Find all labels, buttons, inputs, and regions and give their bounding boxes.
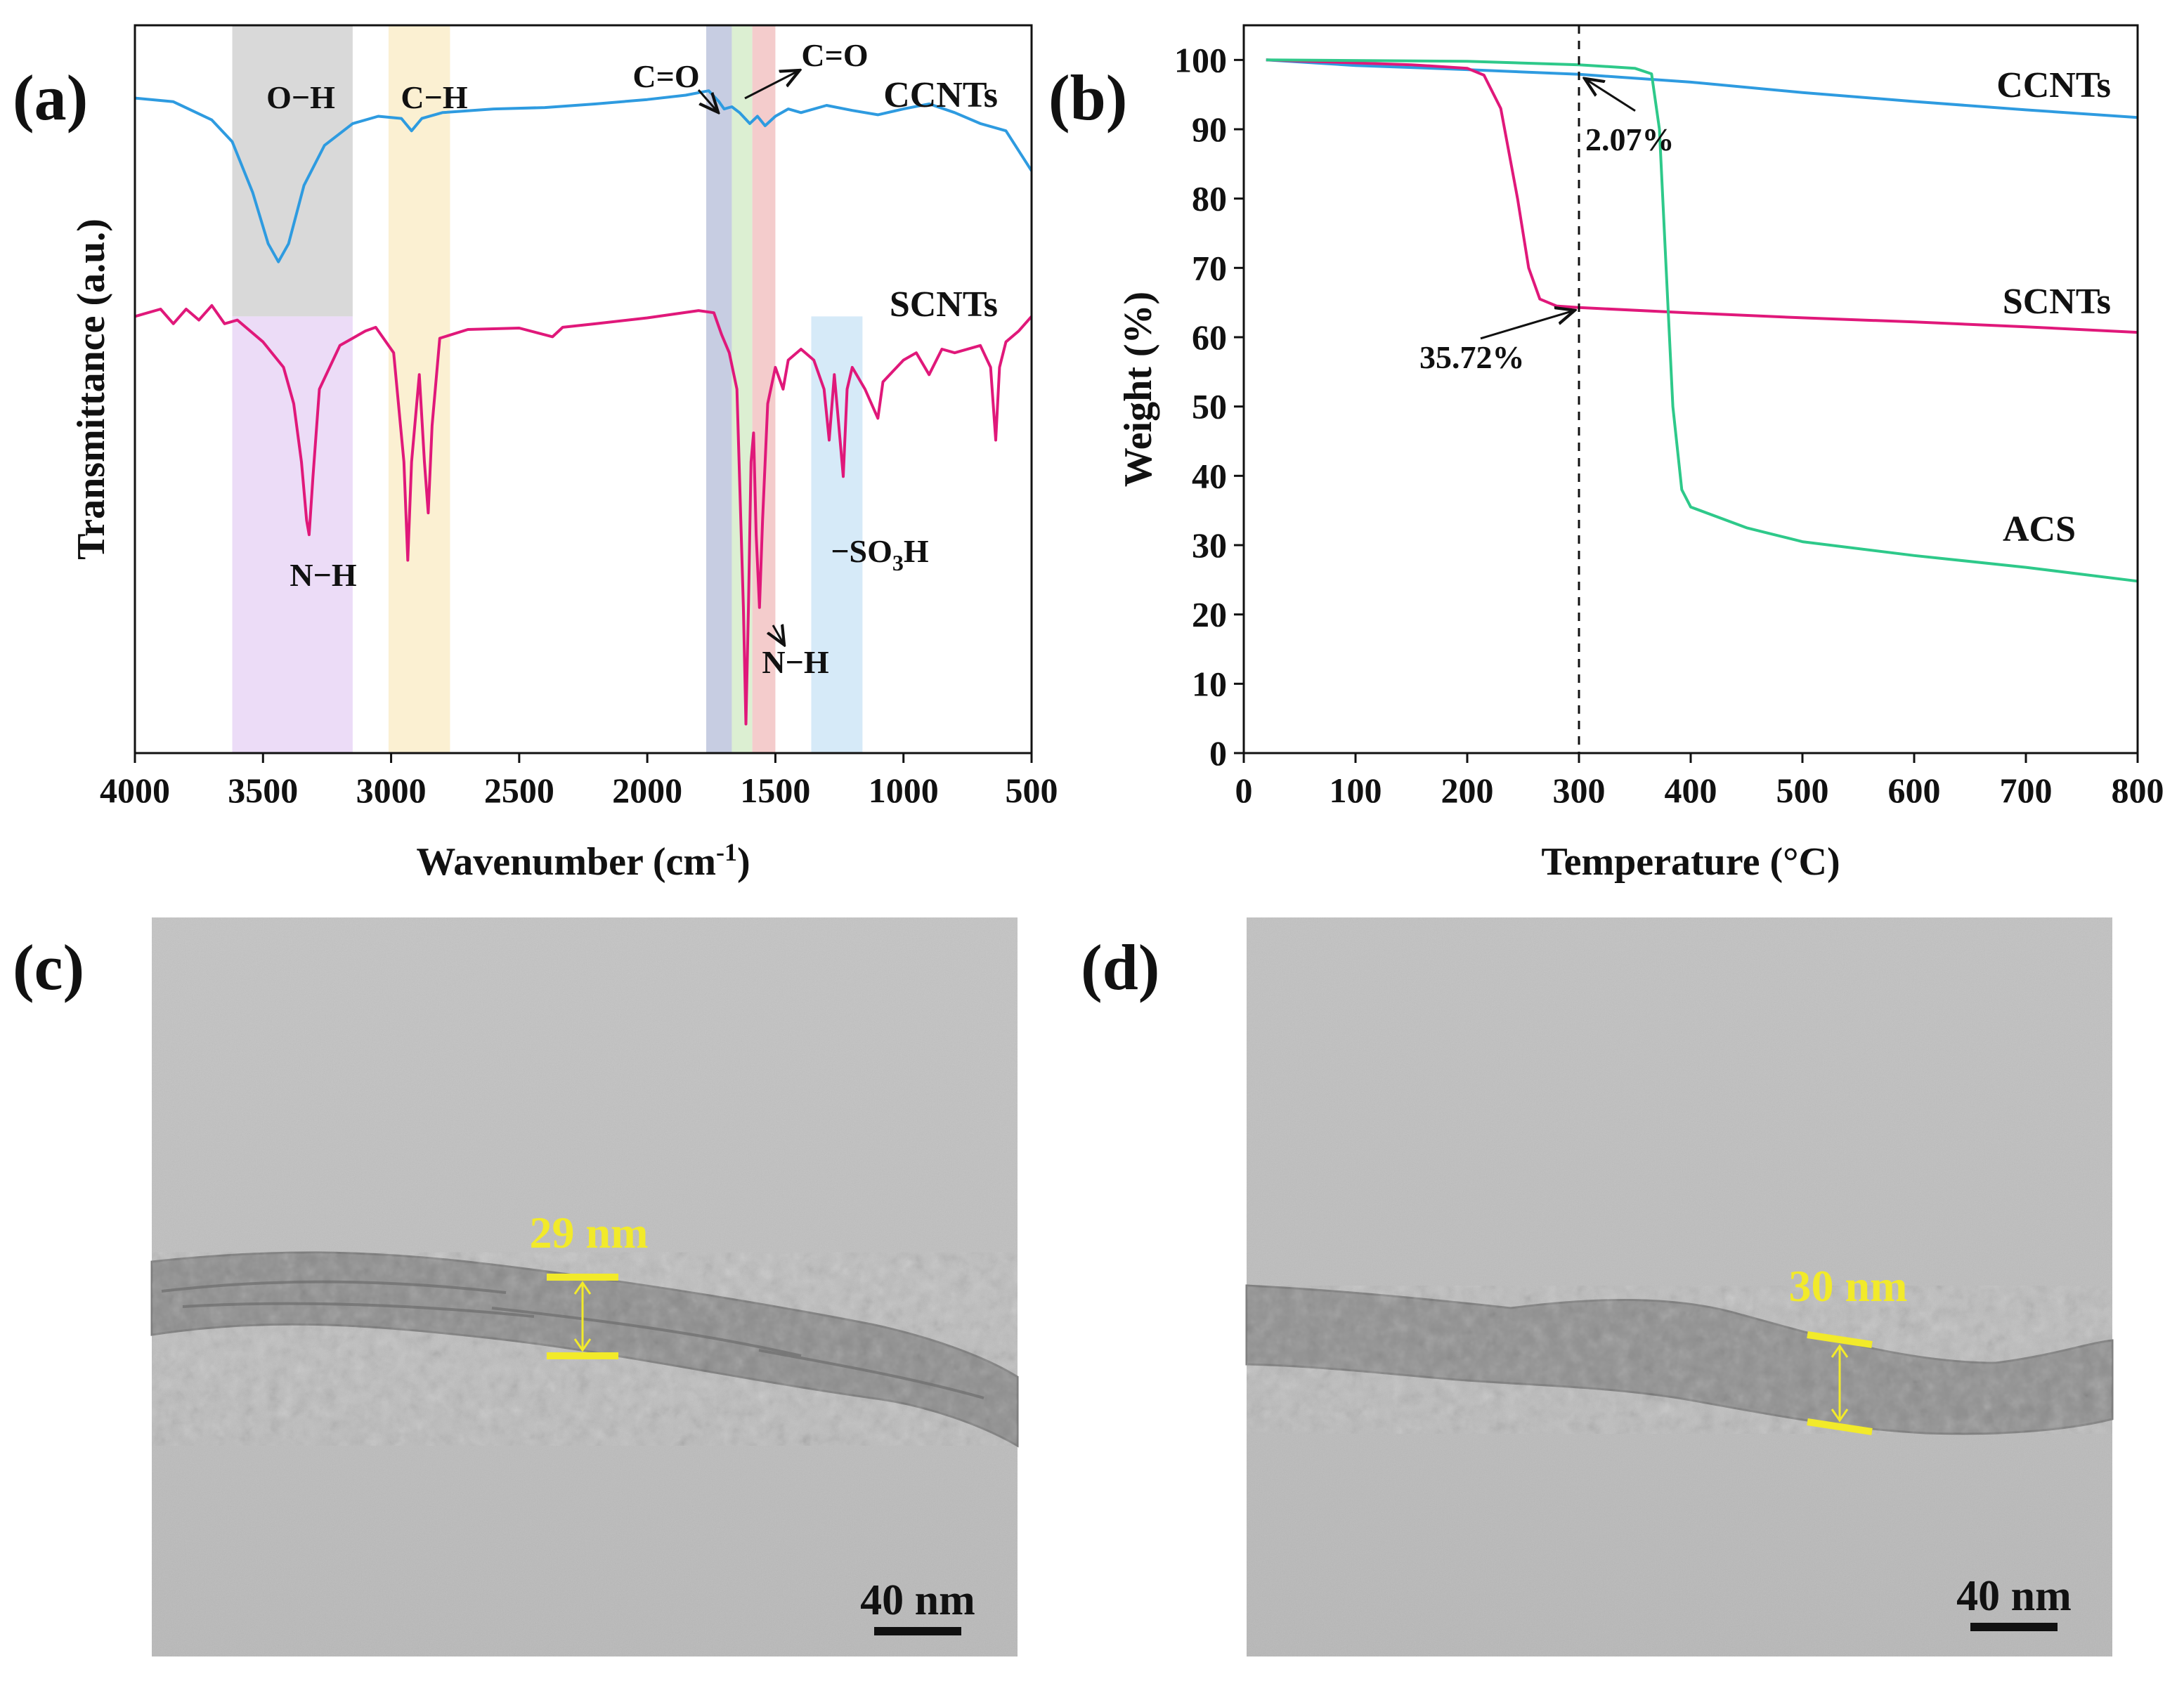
arrow-35-72 (1480, 311, 1575, 340)
series-line-scnts (1266, 58, 2138, 334)
x-tick-label: 300 (1553, 771, 1606, 810)
series-label-scnts-a: SCNTs (890, 285, 998, 325)
band-oh (232, 25, 353, 317)
x-axis-title-a-sup: -1 (716, 838, 737, 866)
measure-c: 29 nm (530, 1208, 649, 1359)
y-tick-label: 60 (1192, 318, 1227, 357)
x-ticks-b: 0 100 200 300 400 500 600 700 800 (1235, 753, 2164, 810)
y-tick-label: 20 (1192, 595, 1227, 634)
series-group (134, 89, 1033, 726)
x-axis-title-b: Temperature (°C) (1541, 840, 1840, 884)
band-co1 (706, 25, 732, 753)
y-tick-label: 70 (1192, 248, 1227, 287)
arrow-2-07 (1585, 79, 1636, 112)
tem-image-d (1245, 917, 2114, 1656)
scale-label-d: 40 nm (1956, 1572, 2072, 1620)
panel-label-d: (d) (1081, 932, 1159, 1003)
series-line-ccnts (1266, 58, 2138, 119)
panel-label-c: (c) (13, 932, 84, 1003)
measure-d: 30 nm (1789, 1261, 1908, 1435)
x-tick-label: 500 (1776, 771, 1829, 810)
y-tick-label: 100 (1174, 40, 1227, 79)
x-tick-label: 200 (1441, 771, 1494, 810)
panel-a: (a) 4000 3500 3000 2500 2000 1500 1000 500 Wave… (13, 24, 1058, 884)
x-tick-label: 2500 (484, 771, 554, 810)
measure-label-c: 29 nm (530, 1208, 649, 1257)
y-tick-label: 0 (1209, 733, 1227, 773)
series-group (1266, 58, 2138, 583)
y-tick-label: 10 (1192, 664, 1227, 703)
series-label-ccnts-b: CCNTs (1996, 65, 2111, 105)
x-tick-label: 400 (1665, 771, 1717, 810)
label-so3h-sub: 3 (892, 550, 904, 575)
x-tick-label: 1000 (869, 771, 939, 810)
arrow-co-left (697, 89, 718, 112)
band-nh (232, 316, 353, 753)
scale-label-c: 40 nm (860, 1576, 975, 1624)
label-ch: C−H (401, 79, 467, 115)
series-label-acs-b: ACS (2003, 509, 2076, 549)
x-tick-label: 700 (2000, 771, 2053, 810)
series-line-scnts (134, 303, 1033, 726)
x-tick-label: 100 (1330, 771, 1382, 810)
x-tick-label: 800 (2112, 771, 2164, 810)
series-line-acs (1266, 58, 2138, 583)
panel-d: (d) 30 nm 40 nm (1081, 917, 2114, 1656)
panel-label-b: (b) (1048, 62, 1127, 133)
x-tick-label: 3500 (228, 771, 298, 810)
plot-frame-b (1242, 24, 2139, 754)
x-ticks-a: 4000 3500 3000 2500 2000 1500 1000 500 (100, 753, 1058, 810)
y-axis-title-a: Transmittance (a.u.) (70, 218, 113, 560)
plot-frame-a (134, 24, 1033, 754)
x-tick-label: 500 (1006, 771, 1058, 810)
label-oh: O−H (266, 79, 335, 115)
annotation-35-72: 35.72% (1419, 339, 1525, 375)
x-tick-label: 3000 (356, 771, 427, 810)
label-nh-left: N−H (290, 557, 356, 593)
scale-bar-d: 40 nm (1956, 1572, 2072, 1631)
band-mid (732, 25, 753, 753)
x-axis-title-a: Wavenumber (cm-1) (416, 838, 750, 884)
label-co-left: C=O (632, 58, 699, 94)
label-nh-right: N−H (762, 644, 828, 680)
x-tick-label: 1500 (740, 771, 810, 810)
series-label-scnts-b: SCNTs (2003, 282, 2111, 322)
x-tick-label: 600 (1888, 771, 1941, 810)
label-so3h-pre: −SO (831, 533, 892, 569)
x-tick-label: 0 (1235, 771, 1253, 810)
series-label-ccnts-a: CCNTs (883, 75, 998, 115)
x-axis-title-a-main: Wavenumber (cm (416, 840, 716, 884)
x-tick-label: 4000 (100, 771, 170, 810)
x-tick-label: 2000 (612, 771, 682, 810)
y-tick-label: 90 (1192, 110, 1227, 149)
series-line-ccnts (134, 89, 1033, 263)
arrow-nh-right (773, 625, 784, 645)
panel-c: (c) 29 nm 40 nm (13, 917, 1019, 1656)
label-so3h: −SO3H (831, 533, 929, 575)
y-tick-label: 80 (1192, 179, 1227, 218)
label-so3h-post: H (904, 533, 929, 569)
arrow-co-right (744, 70, 800, 100)
annotation-2-07: 2.07% (1585, 122, 1675, 157)
x-axis-title-a-end: ) (737, 840, 750, 884)
y-tick-label: 40 (1192, 456, 1227, 495)
y-tick-label: 30 (1192, 525, 1227, 565)
measure-label-d: 30 nm (1789, 1261, 1908, 1311)
panel-b: (b) 0 100 200 300 400 500 600 700 800 0 10 20 30 40 5… (1048, 24, 2164, 884)
y-tick-label: 50 (1192, 387, 1227, 426)
y-ticks-b: 0 10 20 30 40 50 60 70 80 90 100 (1174, 40, 1244, 773)
inner-channels-c (161, 1280, 984, 1399)
panel-label-a: (a) (13, 62, 88, 133)
scale-bar-c: 40 nm (860, 1576, 975, 1635)
y-axis-title-b: Weight (%) (1117, 292, 1160, 487)
label-co-right: C=O (801, 37, 868, 73)
